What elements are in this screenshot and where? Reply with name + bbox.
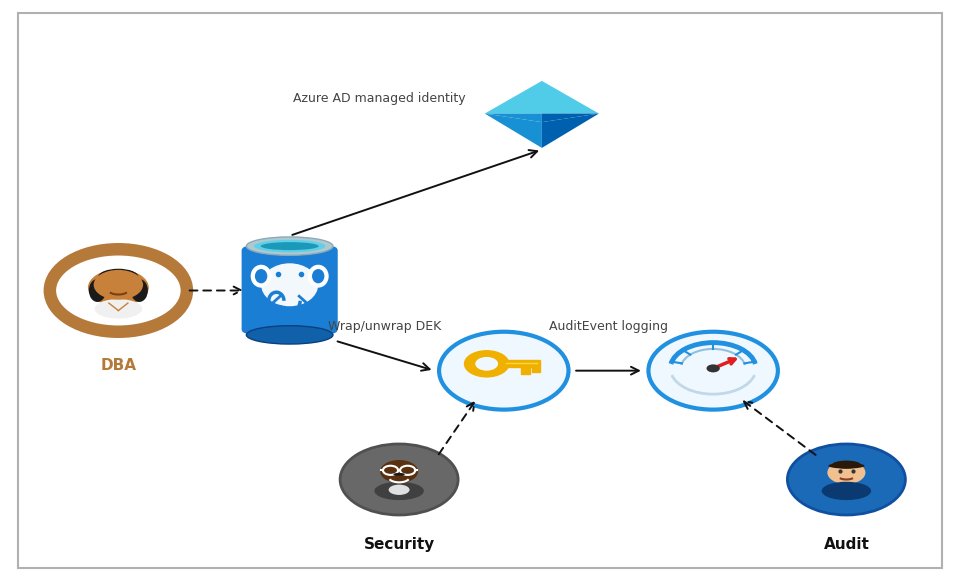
Ellipse shape [98,269,138,285]
Polygon shape [485,113,541,122]
Ellipse shape [251,265,272,288]
Polygon shape [541,113,599,148]
Ellipse shape [312,269,324,284]
Text: DBA: DBA [101,357,136,372]
Ellipse shape [374,482,424,500]
Ellipse shape [131,279,148,302]
Text: Audit: Audit [824,537,870,552]
Text: Wrap/unwrap DEK: Wrap/unwrap DEK [328,321,442,333]
Ellipse shape [261,263,318,306]
Polygon shape [521,367,531,374]
Polygon shape [485,81,599,113]
Text: AuditEvent logging: AuditEvent logging [549,321,668,333]
Ellipse shape [247,326,333,344]
Circle shape [475,357,498,371]
Polygon shape [485,113,541,148]
Circle shape [707,364,720,372]
Polygon shape [498,360,540,367]
Ellipse shape [308,265,328,288]
Ellipse shape [255,269,267,284]
Ellipse shape [89,279,106,302]
Ellipse shape [261,242,319,250]
Circle shape [648,332,778,410]
Circle shape [787,444,905,515]
Circle shape [340,444,458,515]
Circle shape [94,270,143,300]
Circle shape [50,249,187,332]
Circle shape [439,332,568,410]
Ellipse shape [95,299,142,318]
Ellipse shape [247,237,333,255]
Ellipse shape [832,461,861,469]
FancyBboxPatch shape [242,246,338,333]
Circle shape [464,350,510,378]
Ellipse shape [828,463,864,469]
Ellipse shape [389,485,410,495]
Ellipse shape [394,473,405,476]
Ellipse shape [254,240,325,252]
Text: Security: Security [364,537,435,552]
Circle shape [88,270,149,306]
Polygon shape [541,113,599,122]
Circle shape [828,461,865,484]
Polygon shape [533,367,540,372]
Text: Azure AD managed identity: Azure AD managed identity [293,92,466,105]
Circle shape [380,460,419,483]
FancyBboxPatch shape [250,246,330,335]
Ellipse shape [822,482,871,500]
